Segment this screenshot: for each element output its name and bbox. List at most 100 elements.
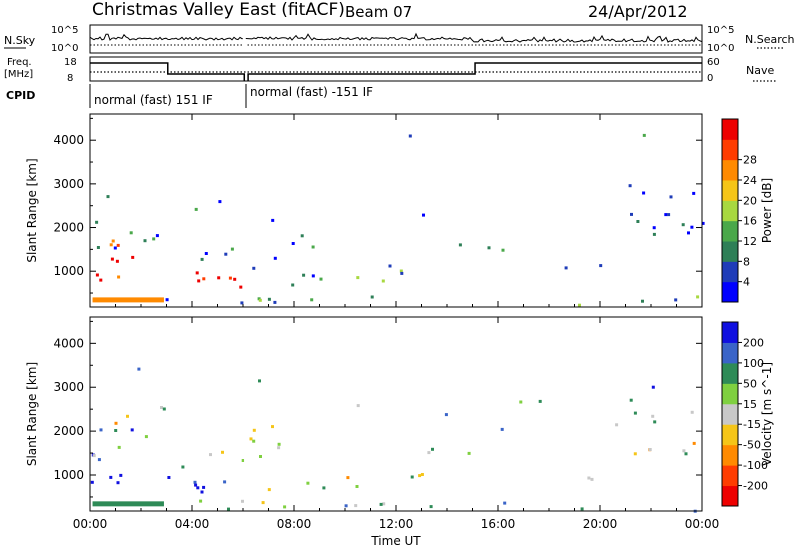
colorbar: 200 100 50 15 -15 -50 -100 -200 Velocity [m s^-1… (721, 321, 774, 507)
heatmap-cell (429, 505, 433, 509)
heatmap-cell (117, 445, 121, 449)
heatmap-cell (467, 451, 471, 455)
heatmap-cell (687, 231, 690, 235)
heatmap-cell (241, 459, 245, 462)
heatmap-cell (427, 451, 431, 455)
heatmap-cell (653, 420, 657, 424)
heatmap-cell (96, 246, 100, 249)
heatmap-cell (400, 271, 404, 275)
heatmap-cell (642, 191, 646, 195)
heatmap-cell (381, 279, 385, 283)
heatmap-cell (590, 477, 594, 481)
heatmap-cell (503, 501, 507, 505)
colorbar-tick-label: 8 (743, 255, 750, 268)
heatmap-cell (233, 277, 237, 281)
colorbar-swatch (722, 465, 738, 487)
heatmap-cell (273, 256, 277, 260)
heatmap-cell (129, 231, 133, 235)
nsky-label: N.Sky (4, 34, 36, 47)
heatmap-cell (674, 298, 678, 302)
y-tick-label: 3000 (53, 177, 84, 191)
heatmap-cell (197, 279, 201, 283)
heatmap-cell (379, 502, 383, 506)
heatmap-cell (155, 234, 159, 238)
heatmap-cell (682, 449, 686, 453)
x-tick-label: 04:00 (175, 517, 210, 531)
heatmap-cell (194, 207, 198, 211)
heatmap-cell (628, 184, 632, 188)
colorbar-swatch (722, 485, 738, 507)
heatmap-cell (137, 367, 141, 371)
heatmap-cell (261, 501, 265, 505)
y-tick-label: 4000 (53, 133, 84, 147)
x-tick-label: 00:00 (685, 517, 720, 531)
heatmap-cell (283, 505, 287, 509)
heatmap-cell (422, 213, 425, 217)
colorbar-swatch (722, 180, 738, 201)
heatmap-cell (458, 243, 462, 247)
heatmap-cell (114, 421, 118, 425)
heatmap-cell (690, 225, 694, 229)
heatmap-cell (399, 269, 403, 273)
x-tick-label: 20:00 (583, 517, 618, 531)
heatmap-cell (300, 234, 304, 238)
heatmap-cell (410, 475, 414, 479)
heatmap-cell (388, 264, 392, 268)
heatmap-cell (167, 476, 171, 479)
heatmap-cell (116, 481, 120, 485)
heatmap-cell (114, 429, 118, 432)
heatmap-cell (322, 486, 326, 490)
heatmap-cell (162, 407, 166, 411)
heatmap-cell (354, 504, 358, 508)
colorbar-tick-label: -100 (743, 459, 768, 472)
colorbar-swatch (722, 139, 738, 161)
beam-label: Beam 07 (345, 3, 412, 21)
y-tick-label: 2000 (53, 424, 84, 438)
nsearch-label: N.Search (745, 33, 795, 46)
heatmap-cell (200, 257, 204, 261)
freq-trace (90, 62, 702, 81)
heatmap-cell (218, 200, 222, 204)
colorbar-label: Power [dB] (760, 178, 774, 243)
freq-panel-frame (89, 56, 703, 82)
heatmap-cell (144, 435, 148, 439)
nsky-line (89, 32, 703, 48)
heatmap-cell (111, 239, 115, 243)
heatmap-cell (370, 295, 374, 299)
colorbar-tick-label: -200 (743, 480, 768, 493)
colorbar-tick-label: 4 (743, 276, 750, 289)
x-axis-label: Time UT (370, 534, 421, 548)
colorbar-tick-label: 20 (743, 194, 757, 207)
heatmap-cell (228, 276, 232, 280)
cpid-segment-1: normal (fast) 151 IF (94, 93, 213, 107)
x-tick-label: 00:00 (73, 517, 108, 531)
heatmap-cell (629, 398, 633, 402)
heatmap-cell (310, 298, 314, 302)
heatmap-cell (652, 226, 656, 230)
plot-title: Christmas Valley East (fitACF) (92, 0, 345, 20)
heatmap-cell (291, 242, 295, 245)
heatmap-cell (418, 474, 422, 478)
heatmap-cell (291, 283, 295, 287)
time-axis: 00:00 04:00 08:00 12:00 16:00 20:00 00:00 Time … (73, 517, 720, 548)
heatmap-cell (599, 264, 603, 268)
colorbar-swatch (722, 403, 738, 425)
power-panel: 1000 2000 3000 4000 Slant Range [km] 4 8 12 16 20… (25, 113, 774, 308)
colorbar-swatch (722, 241, 738, 262)
freq-label-line2: [MHz] (4, 69, 33, 80)
nave-label: Nave (746, 64, 774, 77)
freq-label-line1: Freq. (7, 57, 32, 68)
heatmap-cell (271, 425, 274, 429)
nsearch-tick-top: 10^5 (707, 25, 734, 36)
y-tick-label: 3000 (53, 380, 84, 394)
colorbar-swatch (722, 261, 738, 283)
heatmap-cell (267, 297, 271, 301)
heatmap-cell (564, 266, 568, 270)
heatmap-cell (701, 221, 705, 225)
heatmap-cell (431, 447, 434, 451)
heatmap-cell (669, 195, 673, 199)
heatmap-cell (95, 273, 99, 277)
y-axis-label: Slant Range [km] (25, 158, 39, 262)
heatmap-cell (221, 450, 224, 454)
